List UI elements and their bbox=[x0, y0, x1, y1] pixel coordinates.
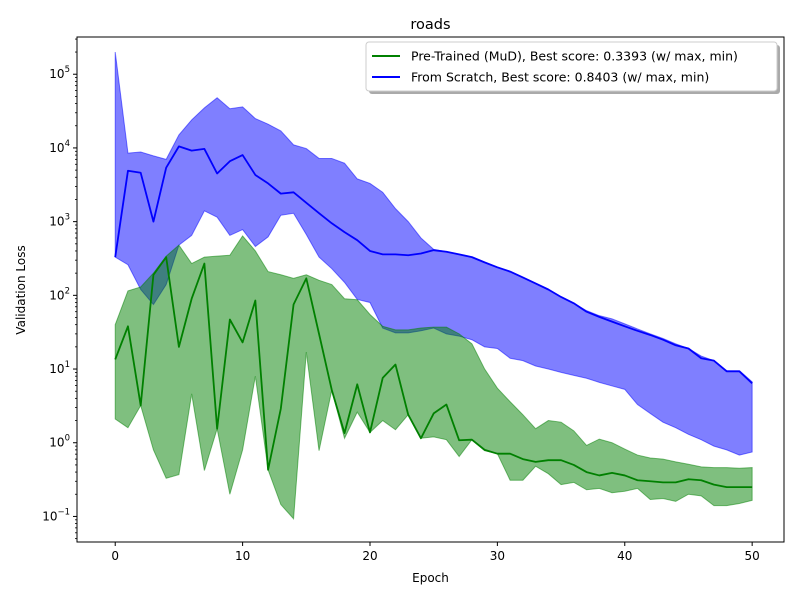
y-tick-label: 104 bbox=[49, 139, 70, 155]
y-tick-label: 103 bbox=[49, 213, 70, 229]
plot-area bbox=[114, 51, 753, 520]
x-tick-label: 10 bbox=[235, 549, 250, 563]
legend-label-pretrained: Pre-Trained (MuD), Best score: 0.3393 (w… bbox=[411, 49, 738, 64]
series-layer bbox=[114, 51, 753, 520]
y-axis: 10−1 100 101 102 103 104 105 bbox=[42, 38, 77, 540]
x-axis-label: Epoch bbox=[412, 571, 449, 585]
chart-title: roads bbox=[410, 17, 450, 33]
x-axis: 0 10 20 30 40 50 bbox=[111, 542, 760, 563]
y-tick-label: 10−1 bbox=[42, 507, 70, 523]
y-tick-label: 101 bbox=[49, 360, 70, 376]
x-tick-label: 30 bbox=[490, 549, 505, 563]
x-tick-label: 40 bbox=[617, 549, 632, 563]
y-tick-label: 102 bbox=[49, 286, 70, 302]
x-tick-label: 0 bbox=[111, 549, 119, 563]
x-tick-label: 20 bbox=[362, 549, 377, 563]
line-scratch bbox=[114, 145, 753, 384]
y-tick-label: 105 bbox=[49, 65, 70, 81]
legend: Pre-Trained (MuD), Best score: 0.3393 (w… bbox=[365, 41, 780, 94]
line-pretrained bbox=[114, 256, 753, 489]
y-tick-label: 100 bbox=[49, 434, 70, 450]
band-pretrained bbox=[114, 235, 753, 520]
y-axis-label: Validation Loss bbox=[14, 245, 28, 334]
legend-box bbox=[365, 41, 778, 92]
plot-frame bbox=[76, 36, 785, 543]
band-scratch bbox=[114, 51, 753, 456]
x-tick-label: 50 bbox=[745, 549, 760, 563]
legend-label-scratch: From Scratch, Best score: 0.8403 (w/ max… bbox=[411, 70, 709, 85]
